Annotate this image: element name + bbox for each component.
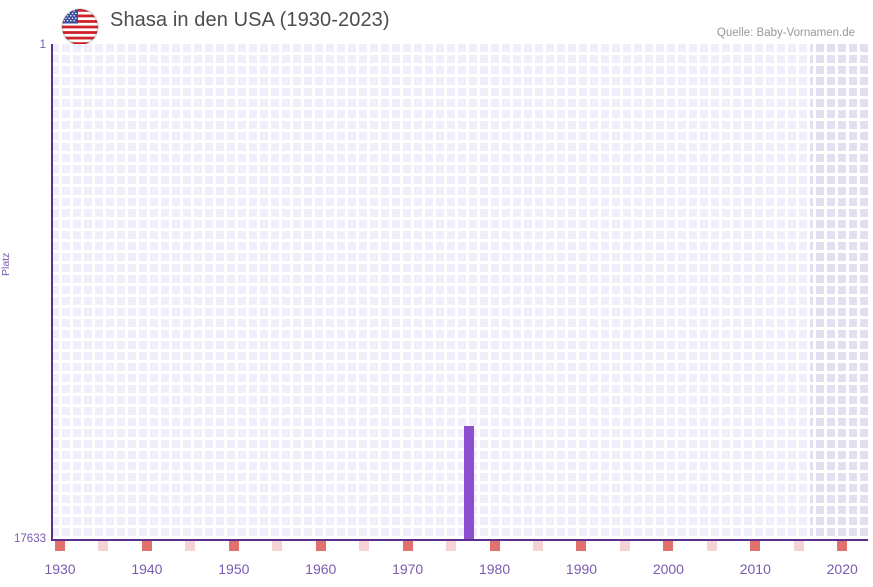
- x-axis-label-1990: 1990: [565, 561, 598, 577]
- x-axis-label-2000: 2000: [652, 561, 684, 577]
- x-axis-label-2020: 2020: [826, 561, 858, 577]
- recent-years-shaded-band: [810, 44, 868, 540]
- x-axis-tick-marks: [51, 541, 868, 551]
- x-axis-label-1930: 1930: [44, 561, 76, 577]
- x-tick-1975: [446, 541, 457, 551]
- y-axis-bottom-label: 17633: [14, 533, 46, 545]
- x-tick-2020: [837, 541, 848, 551]
- x-tick-1980: [489, 541, 500, 551]
- bar-1977[interactable]: [463, 425, 474, 539]
- x-tick-1935: [98, 541, 109, 551]
- bar-series: [51, 44, 868, 540]
- x-tick-1960: [315, 541, 326, 551]
- y-axis-title: Platz: [0, 252, 12, 276]
- x-axis-label-1960: 1960: [305, 561, 337, 577]
- x-axis-label-1980: 1980: [478, 561, 511, 577]
- x-tick-1940: [141, 541, 152, 551]
- y-axis-top-label: 1: [39, 39, 46, 51]
- x-tick-1950: [228, 541, 239, 551]
- x-tick-1930: [55, 541, 65, 551]
- x-tick-1945: [185, 541, 196, 551]
- chart-header: Shasa in den USA (1930-2023) Quelle: Bab…: [0, 0, 873, 45]
- x-tick-2015: [793, 541, 804, 551]
- x-axis-label-1970: 1970: [392, 561, 424, 577]
- x-tick-1970: [402, 541, 413, 551]
- x-tick-2000: [663, 541, 674, 551]
- chart-plot-area: [51, 44, 868, 551]
- source-attribution: Quelle: Baby-Vornamen.de: [716, 27, 855, 39]
- us-flag-icon: [62, 9, 98, 45]
- x-tick-1985: [533, 541, 544, 551]
- x-tick-2005: [706, 541, 717, 551]
- x-tick-2010: [750, 541, 761, 551]
- x-tick-1995: [619, 541, 630, 551]
- x-axis-line: [51, 539, 868, 541]
- x-tick-1965: [359, 541, 370, 551]
- page-title: Shasa in den USA (1930-2023): [110, 9, 390, 31]
- plot-grid-background: [51, 44, 868, 540]
- y-axis-line: [51, 44, 53, 541]
- x-axis-label-1940: 1940: [131, 561, 163, 577]
- x-tick-1955: [272, 541, 283, 551]
- x-axis-label-1950: 1950: [218, 561, 250, 577]
- x-tick-1990: [576, 541, 587, 551]
- x-axis-label-2010: 2010: [739, 561, 771, 577]
